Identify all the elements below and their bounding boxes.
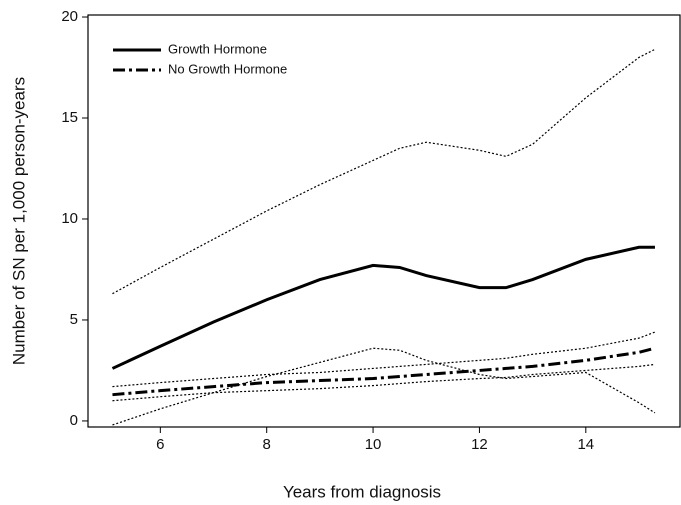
x-tick-label: 10 (365, 436, 382, 453)
data-line (112, 363, 656, 402)
y-tick-label: 0 (70, 412, 78, 429)
legend-label: Growth Hormone (168, 41, 267, 56)
y-axis-label: Number of SN per 1,000 person-years (9, 77, 28, 365)
data-line (111, 245, 655, 370)
plot-frame (87, 14, 681, 428)
y-tick-label: 10 (61, 210, 78, 227)
y-tick-label: 20 (61, 8, 78, 25)
legend: Growth Hormone No Growth Hormone (113, 41, 287, 76)
x-tick-label: 14 (577, 436, 594, 453)
legend-label: No Growth Hormone (168, 61, 287, 76)
data-line (112, 346, 656, 397)
y-tick-label: 15 (61, 109, 78, 126)
x-tick-label: 12 (471, 436, 488, 453)
x-tick-label: 6 (156, 436, 164, 453)
x-axis-label: Years from diagnosis (283, 482, 441, 501)
y-tick-label: 5 (70, 311, 78, 328)
data-line (112, 331, 656, 388)
data-line (112, 347, 656, 426)
data-line (112, 48, 656, 295)
x-tick-label: 8 (263, 436, 271, 453)
